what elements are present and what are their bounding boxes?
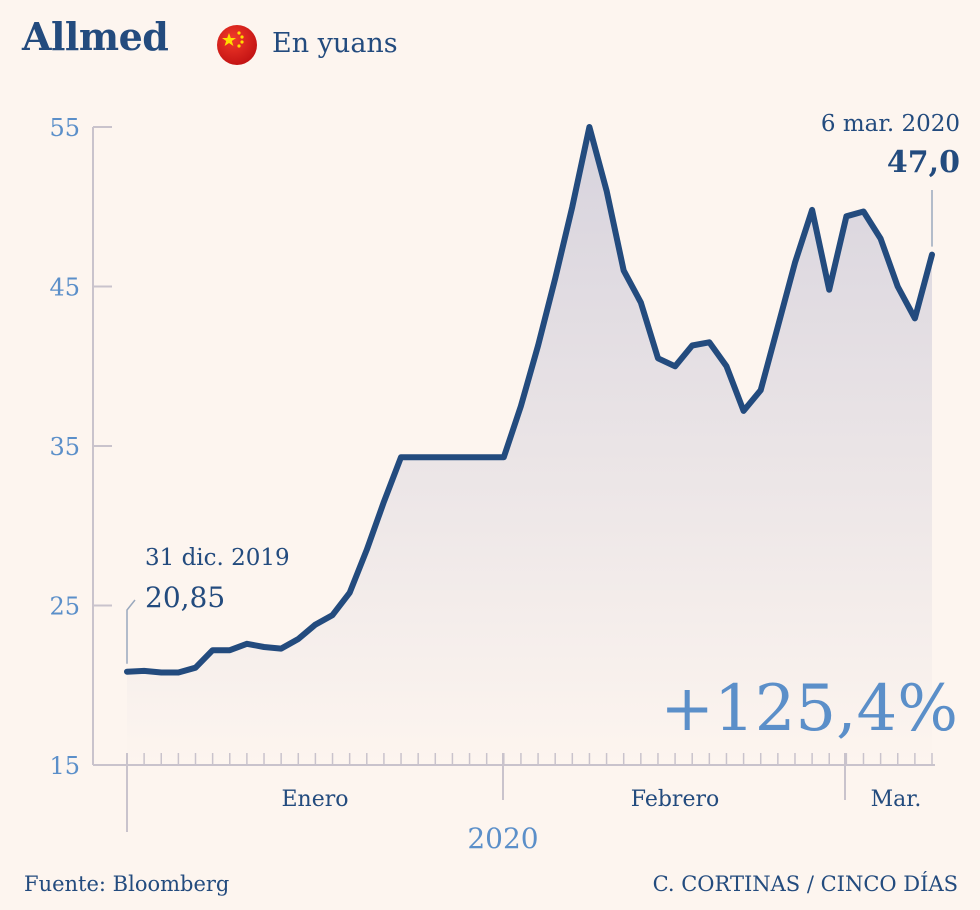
x-month-label: Mar. xyxy=(871,787,922,812)
change-percentage: +125,4% xyxy=(660,672,958,746)
price-line xyxy=(124,124,935,676)
x-axis: Enero Febrero Mar. 2020 xyxy=(93,753,935,855)
start-value-label: 20,85 xyxy=(145,581,225,614)
end-value-label: 47,0 xyxy=(887,145,960,180)
y-tick-label: 55 xyxy=(49,114,80,142)
y-tick-label: 45 xyxy=(49,274,80,302)
x-month-label: Febrero xyxy=(631,787,719,812)
credit-note: C. CORTINAS / CINCO DÍAS xyxy=(652,872,958,896)
x-month-label: Enero xyxy=(281,787,348,812)
start-date-label: 31 dic. 2019 xyxy=(145,545,290,571)
y-axis: 15 25 35 45 55 xyxy=(49,114,112,780)
y-tick-label: 15 xyxy=(49,752,80,780)
end-date-label: 6 mar. 2020 xyxy=(821,111,960,137)
price-area-fill xyxy=(127,127,932,765)
price-chart: 15 25 35 45 55 Enero Febrero Mar. 2020 31 dic. … xyxy=(49,111,960,855)
annotations: 31 dic. 2019 20,85 6 mar. 2020 47,0 xyxy=(126,111,960,664)
source-note: Fuente: Bloomberg xyxy=(24,872,230,896)
start-annotation-leader xyxy=(126,599,136,664)
y-tick-label: 25 xyxy=(49,593,80,621)
china-flag-icon xyxy=(217,25,257,65)
chart-subtitle: En yuans xyxy=(272,28,398,59)
chart-title: Allmed xyxy=(22,14,169,59)
y-tick-label: 35 xyxy=(49,433,80,461)
x-year-label: 2020 xyxy=(467,822,538,855)
